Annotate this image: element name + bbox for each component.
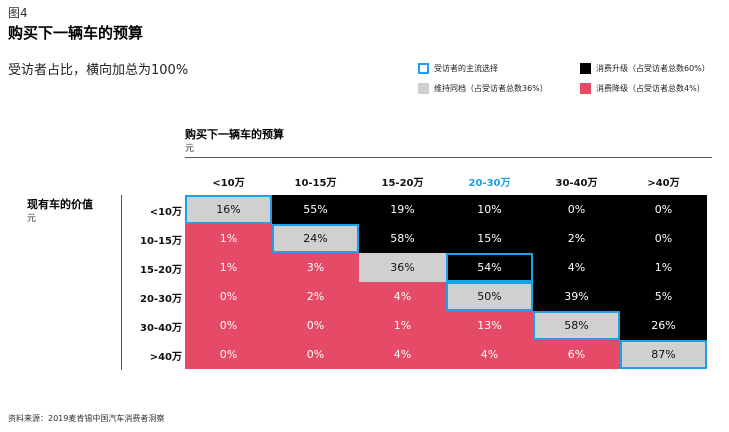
page-title: 购买下一辆车的预算	[8, 24, 144, 42]
heatmap-cell: 10%	[446, 195, 533, 224]
legend-swatch-same	[418, 83, 429, 94]
heatmap-cell: 4%	[359, 340, 446, 369]
heatmap-cell: 55%	[272, 195, 359, 224]
heatmap-cell: 0%	[272, 340, 359, 369]
figure-label: 图4	[8, 6, 28, 20]
heatmap-cell: 4%	[359, 282, 446, 311]
heatmap-cell: 58%	[533, 311, 620, 340]
row-header: >40万	[149, 352, 182, 363]
heatmap-cell: 0%	[272, 311, 359, 340]
heatmap-cell: 87%	[620, 340, 707, 369]
column-header: 10-15万	[294, 178, 337, 189]
heatmap-cell: 3%	[272, 253, 359, 282]
heatmap-cell: 1%	[620, 253, 707, 282]
page-subtitle: 受访者占比，横向加总为100%	[8, 63, 189, 78]
legend-swatch-up	[580, 63, 591, 74]
heatmap-cell: 0%	[185, 282, 272, 311]
heatmap-cell: 58%	[359, 224, 446, 253]
legend-swatch-mainstream	[418, 63, 429, 74]
heatmap-cell: 54%	[446, 253, 533, 282]
column-header: 30-40万	[555, 178, 598, 189]
heatmap-cell: 0%	[620, 195, 707, 224]
chart-column-title: 购买下一辆车的预算	[185, 128, 284, 141]
heatmap-cell: 19%	[359, 195, 446, 224]
left-divider	[121, 195, 122, 370]
heatmap-cell: 1%	[359, 311, 446, 340]
column-header: <10万	[212, 178, 245, 189]
legend-label: 受访者的主流选择	[434, 64, 498, 73]
legend-same: 维持同档（占受访者总数36%）	[418, 83, 548, 94]
heatmap-cell: 16%	[185, 195, 272, 224]
chart-column-unit: 元	[185, 144, 195, 154]
heatmap-cell: 0%	[185, 311, 272, 340]
legend-mainstream: 受访者的主流选择	[418, 63, 498, 74]
heatmap-cell: 1%	[185, 224, 272, 253]
heatmap-cell: 0%	[620, 224, 707, 253]
row-header: 30-40万	[140, 323, 182, 334]
heatmap-cell: 1%	[185, 253, 272, 282]
row-header: 20-30万	[140, 294, 182, 305]
legend-label: 消费升级（占受访者总数60%）	[596, 64, 710, 73]
heatmap-cell: 2%	[272, 282, 359, 311]
heatmap-cell: 13%	[446, 311, 533, 340]
heatmap-cell: 5%	[620, 282, 707, 311]
chart-row-unit: 元	[27, 214, 37, 224]
heatmap-cell: 6%	[533, 340, 620, 369]
chart-row-title: 现有车的价值	[27, 198, 93, 211]
top-divider	[185, 157, 712, 158]
heatmap-cell: 50%	[446, 282, 533, 311]
legend-swatch-down	[580, 83, 591, 94]
column-header: 20-30万	[468, 178, 511, 189]
source-note: 资料来源：2019麦肯锡中国汽车消费者洞察	[8, 414, 165, 423]
heatmap-cell: 4%	[533, 253, 620, 282]
legend-down: 消费降级（占受访者总数4%）	[580, 83, 705, 94]
heatmap-cell: 0%	[185, 340, 272, 369]
legend-up: 消费升级（占受访者总数60%）	[580, 63, 710, 74]
row-header: 10-15万	[140, 236, 182, 247]
heatmap-cell: 2%	[533, 224, 620, 253]
heatmap-cell: 39%	[533, 282, 620, 311]
heatmap-cell: 24%	[272, 224, 359, 253]
heatmap-cell: 36%	[359, 253, 446, 282]
heatmap-cell: 4%	[446, 340, 533, 369]
column-header: 15-20万	[381, 178, 424, 189]
heatmap-cell: 0%	[533, 195, 620, 224]
legend-label: 维持同档（占受访者总数36%）	[434, 84, 548, 93]
legend-label: 消费降级（占受访者总数4%）	[596, 84, 705, 93]
heatmap-cell: 26%	[620, 311, 707, 340]
row-header: 15-20万	[140, 265, 182, 276]
column-header: >40万	[647, 178, 680, 189]
heatmap-cell: 15%	[446, 224, 533, 253]
row-header: <10万	[149, 207, 182, 218]
